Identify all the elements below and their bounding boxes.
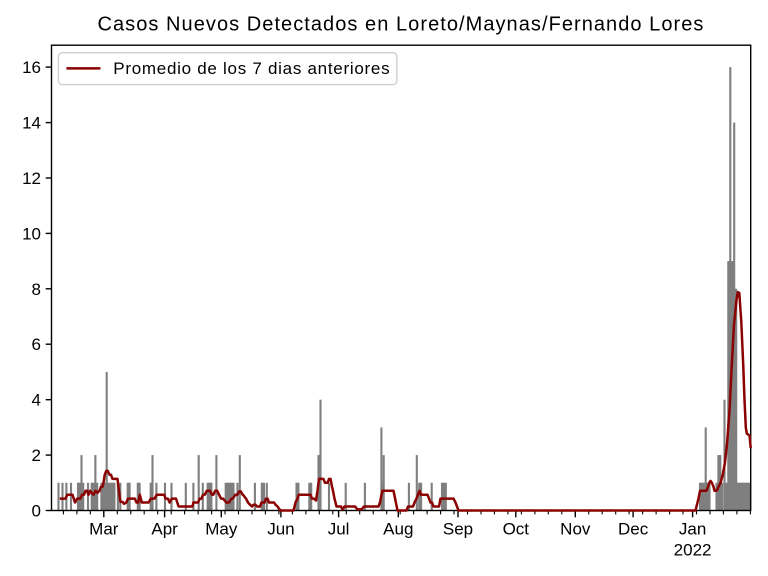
svg-text:2022: 2022 bbox=[674, 541, 712, 560]
svg-text:8: 8 bbox=[32, 280, 41, 299]
svg-text:Aug: Aug bbox=[383, 520, 413, 539]
svg-text:Promedio de los 7 dias anterio: Promedio de los 7 dias anteriores bbox=[113, 59, 390, 78]
svg-text:4: 4 bbox=[32, 391, 41, 410]
svg-text:Sep: Sep bbox=[443, 520, 473, 539]
svg-text:6: 6 bbox=[32, 335, 41, 354]
svg-text:Dec: Dec bbox=[618, 520, 649, 539]
svg-text:2: 2 bbox=[32, 446, 41, 465]
svg-text:Mar: Mar bbox=[89, 520, 119, 539]
svg-text:Jul: Jul bbox=[328, 520, 350, 539]
svg-text:Apr: Apr bbox=[151, 520, 178, 539]
svg-text:Nov: Nov bbox=[560, 520, 591, 539]
svg-text:14: 14 bbox=[22, 114, 41, 133]
svg-text:0: 0 bbox=[32, 502, 41, 521]
svg-text:Casos Nuevos Detectados en Lor: Casos Nuevos Detectados en Loreto/Maynas… bbox=[98, 14, 705, 36]
svg-text:16: 16 bbox=[22, 58, 41, 77]
svg-text:May: May bbox=[205, 520, 238, 539]
svg-text:10: 10 bbox=[22, 224, 41, 243]
svg-text:Oct: Oct bbox=[503, 520, 530, 539]
svg-text:Jan: Jan bbox=[679, 520, 706, 539]
svg-text:Jun: Jun bbox=[267, 520, 294, 539]
svg-text:12: 12 bbox=[22, 169, 41, 188]
